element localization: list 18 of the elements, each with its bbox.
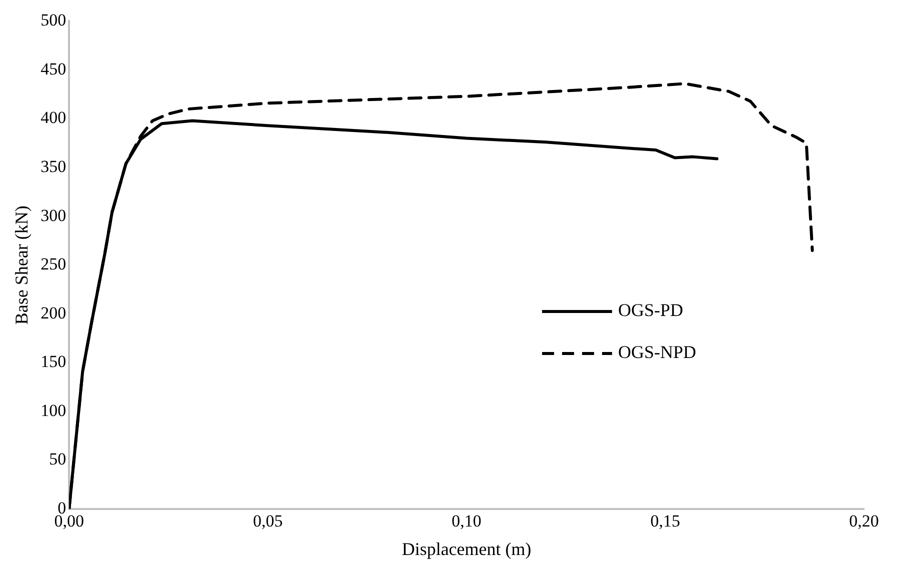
x-tick-label: 0,10 xyxy=(452,512,482,531)
y-tick-label: 200 xyxy=(40,303,66,322)
x-axis-title: Displacement (m) xyxy=(402,538,532,559)
x-tick-label: 0,20 xyxy=(849,512,879,531)
y-tick-label: 50 xyxy=(49,450,66,469)
y-tick-label: 500 xyxy=(40,10,66,30)
y-tick-label: 450 xyxy=(40,59,66,78)
y-tick-label: 400 xyxy=(40,108,66,128)
y-tick-label: 350 xyxy=(40,157,66,176)
x-tick-label: 0,15 xyxy=(650,512,680,531)
y-tick-label: 300 xyxy=(40,206,66,225)
legend-label: OGS-NPD xyxy=(618,342,696,362)
y-axis-title: Base Shear (kN) xyxy=(12,206,32,325)
y-tick-label: 150 xyxy=(40,352,66,372)
y-tick-label: 100 xyxy=(40,400,66,420)
legend-label: OGS-PD xyxy=(618,300,684,320)
x-tick-label: 0,05 xyxy=(252,512,283,531)
y-tick-label: 250 xyxy=(40,254,66,274)
